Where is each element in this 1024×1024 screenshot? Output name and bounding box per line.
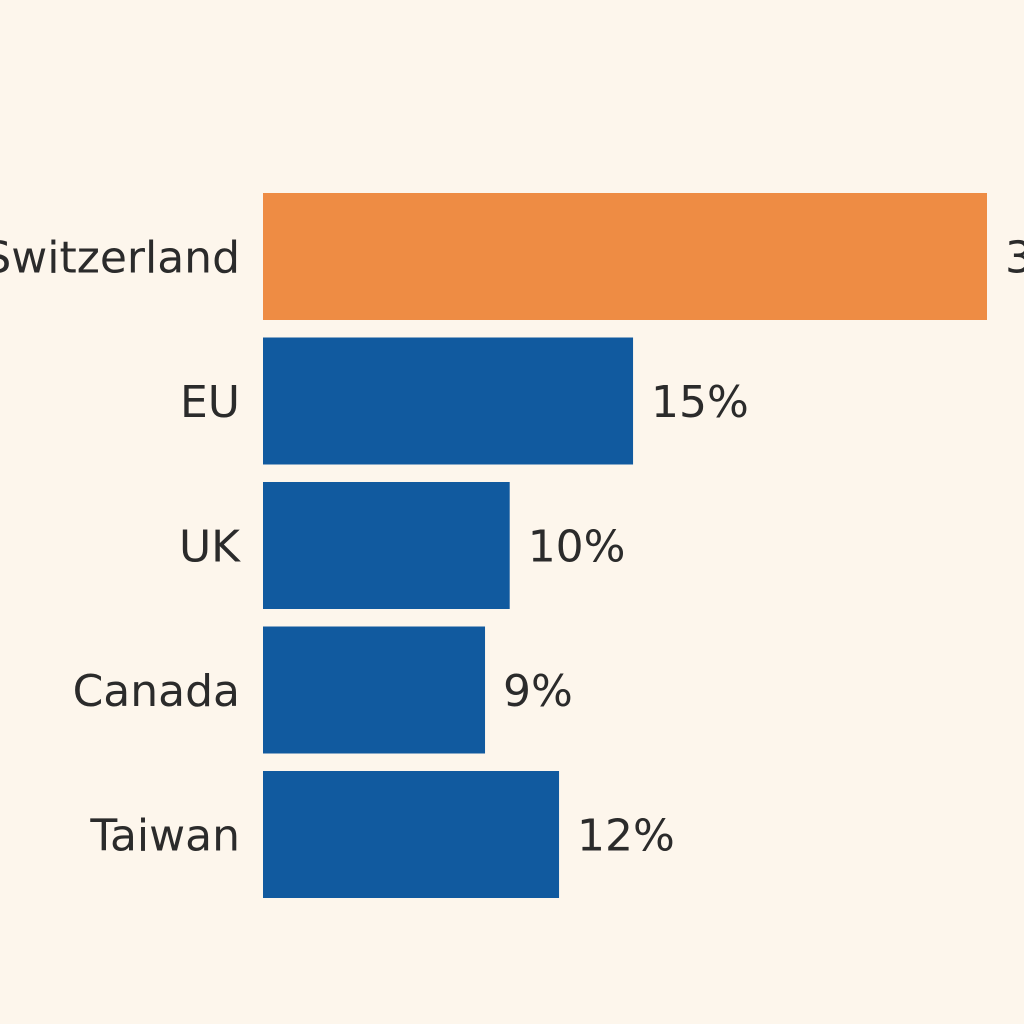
value-label: 9% bbox=[503, 666, 573, 717]
bar-eu bbox=[263, 337, 634, 465]
value-label: 10% bbox=[528, 522, 626, 573]
bar-canada bbox=[263, 626, 486, 754]
category-label: UK bbox=[179, 522, 241, 573]
bar-switzerland bbox=[263, 193, 987, 320]
value-label: 15% bbox=[651, 377, 749, 428]
category-label: Taiwan bbox=[89, 811, 240, 862]
category-label: EU bbox=[180, 377, 240, 428]
category-label: Canada bbox=[73, 666, 240, 717]
bar-taiwan bbox=[263, 771, 560, 898]
value-label: 12% bbox=[577, 811, 675, 862]
value-label: 3 bbox=[1005, 233, 1024, 284]
bar-uk bbox=[263, 482, 510, 609]
category-label: Switzerland bbox=[0, 233, 240, 284]
